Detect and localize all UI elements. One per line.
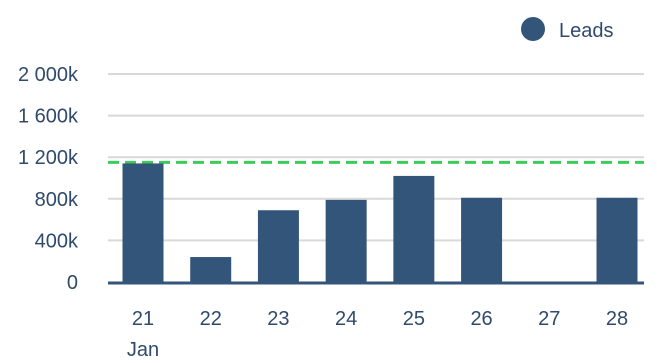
- bar-21: [122, 163, 164, 282]
- x-tick-label-26: 26: [470, 308, 492, 330]
- bar-22: [190, 257, 232, 282]
- bar-23: [257, 210, 299, 282]
- y-tick-label-5: 2 000k: [18, 64, 79, 86]
- y-tick-label-4: 1 600k: [18, 106, 79, 128]
- x-tick-label-23: 23: [267, 308, 289, 330]
- x-tick-sublabel-21: Jan: [127, 339, 159, 361]
- bar-25: [393, 175, 435, 282]
- x-tick-label-24: 24: [335, 308, 357, 330]
- y-tick-label-1: 400k: [35, 230, 79, 252]
- bar-26: [461, 197, 503, 282]
- y-tick-label-3: 1 200k: [18, 147, 79, 169]
- x-tick-label-28: 28: [606, 308, 628, 330]
- legend-label-leads: Leads: [559, 20, 614, 42]
- x-tick-label-21: 21: [132, 308, 154, 330]
- bar-28: [596, 197, 638, 282]
- y-tick-label-2: 800k: [35, 189, 79, 211]
- x-tick-label-22: 22: [200, 308, 222, 330]
- x-axis: 21 Jan 22 23 24 25 26 27 28: [127, 308, 628, 361]
- x-tick-label-27: 27: [538, 308, 560, 330]
- legend-marker-leads: [521, 17, 545, 41]
- x-tick-label-25: 25: [403, 308, 425, 330]
- legend[interactable]: Leads: [521, 17, 614, 42]
- bar-24: [325, 199, 367, 282]
- bars: [122, 163, 638, 282]
- grid-lines: [108, 73, 644, 242]
- y-axis: 0 400k 800k 1 200k 1 600k 2 000k: [18, 64, 79, 294]
- y-tick-label-0: 0: [67, 272, 78, 294]
